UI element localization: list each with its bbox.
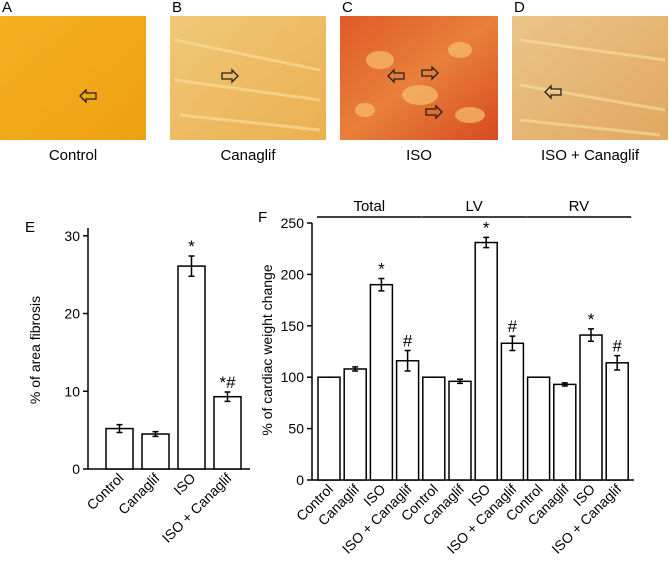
annotation: *# — [219, 373, 236, 392]
x-tick-label: ISO — [170, 470, 198, 498]
error-bar — [116, 423, 123, 434]
error-bar — [152, 430, 159, 438]
bar — [553, 383, 577, 481]
bar — [474, 241, 498, 481]
y-tick-label: 200 — [281, 266, 305, 282]
group-label: Total — [353, 198, 385, 215]
annotation: * — [378, 260, 385, 279]
panel-label: E — [25, 219, 35, 236]
panel-label: F — [258, 209, 267, 226]
error-bar — [509, 335, 516, 352]
annotation: # — [612, 337, 622, 356]
panel-label: C — [342, 0, 353, 16]
panel-label: B — [172, 0, 182, 16]
panel-label: D — [514, 0, 525, 16]
error-bar — [352, 366, 359, 372]
bar — [579, 334, 603, 481]
image-caption: ISO + Canaglif — [541, 147, 640, 164]
error-bar — [188, 255, 195, 277]
micrographs — [0, 16, 668, 140]
panel-label: A — [2, 0, 12, 16]
bar — [369, 283, 394, 481]
image-caption: Control — [49, 147, 97, 164]
bar — [395, 360, 420, 481]
annotation: * — [188, 237, 195, 256]
image-d — [512, 16, 668, 140]
annotation: # — [403, 331, 413, 350]
annotation: * — [588, 310, 595, 329]
y-axis-label: % of cardiac weight change — [259, 264, 275, 435]
y-axis-label: % of area fibrosis — [27, 296, 43, 404]
bar — [213, 395, 242, 470]
annotation: * — [483, 218, 490, 237]
error-bar — [614, 354, 621, 371]
bar — [448, 380, 472, 481]
error-bar — [457, 378, 463, 385]
y-tick-label: 150 — [281, 318, 305, 334]
y-tick-label: 50 — [288, 421, 304, 437]
bar — [605, 362, 629, 481]
bar — [141, 433, 170, 470]
image-b — [170, 16, 326, 140]
group-label: LV — [465, 198, 482, 215]
bar — [177, 265, 206, 470]
bar — [317, 376, 341, 481]
annotation: # — [508, 317, 518, 336]
error-bar — [483, 236, 490, 249]
error-bar — [404, 349, 411, 372]
error-bar — [588, 328, 594, 342]
image-caption: Canaglif — [220, 147, 276, 164]
y-tick-label: 100 — [281, 369, 305, 385]
image-a — [0, 16, 146, 140]
y-tick-label: 30 — [64, 228, 80, 244]
error-bar — [561, 382, 568, 387]
y-tick-label: 250 — [281, 215, 305, 231]
bar — [422, 376, 446, 481]
image-caption: ISO — [406, 147, 432, 164]
group-label: RV — [569, 198, 590, 215]
bar — [500, 342, 525, 481]
bar — [105, 427, 134, 470]
error-bar — [378, 277, 385, 292]
y-tick-label: 0 — [296, 472, 304, 488]
y-tick-label: 20 — [64, 306, 80, 322]
error-bar — [224, 391, 231, 403]
y-tick-label: 10 — [64, 383, 80, 399]
bar — [526, 376, 551, 481]
bar — [343, 368, 367, 481]
y-tick-label: 0 — [72, 461, 80, 477]
